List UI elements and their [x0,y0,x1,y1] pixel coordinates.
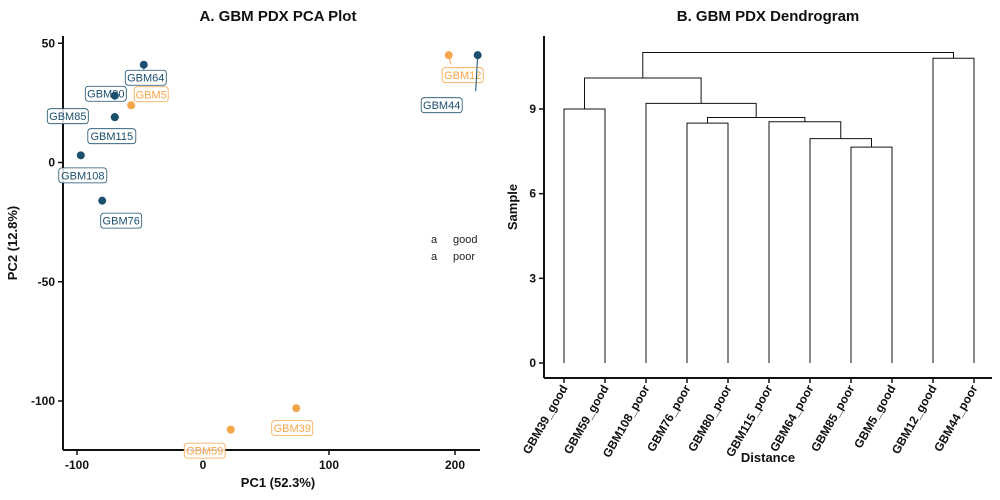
pca-y-tick-label: 50 [42,36,56,50]
dendrogram-link [645,102,757,363]
dendrogram-y-tick-label: 9 [529,102,536,116]
pca-point-label: GBM44 [423,100,460,112]
dendrogram-x-axis-title: Distance [741,450,795,465]
pca-legend-glyph: a [431,251,438,263]
pca-label-box [133,86,169,103]
dendrogram-link [584,77,702,109]
pca-point-label: GBM59 [186,446,223,458]
pca-point [127,101,136,110]
pca-x-ticks: -100 0 100 200 [65,450,465,472]
pca-y-tick-label: -100 [31,394,55,408]
dendrogram-leaf-label: GBM5_good [851,383,898,451]
pca-x-tick-label: 0 [200,458,207,472]
pca-point-label: GBM5 [136,89,167,101]
dendrogram-link [686,122,729,363]
pca-point-label: GBM108 [61,170,104,182]
pca-point-label: GBM39 [274,423,311,435]
pca-point [98,196,107,205]
pca-legend-glyph: a [431,234,438,246]
pca-label-box [420,97,463,114]
dendrogram-link [642,52,954,78]
pca-points [76,51,482,434]
pca-point-label: GBM80 [87,89,124,101]
dendrogram-y-ticks: 0 3 6 9 [529,102,544,370]
dendrogram-panel: B. GBM PDX Dendrogram 0 3 6 9 GBM39_goodGBM… [505,8,992,465]
dendrogram-link [809,138,872,363]
pca-x-tick-label: 200 [445,458,465,472]
pca-label-leader-line [475,55,479,92]
pca-y-tick-label: -50 [38,275,56,289]
pca-label-box [46,108,89,125]
pca-point [226,425,235,434]
dendrogram-link [707,116,806,124]
pca-x-tick-label: 100 [319,458,339,472]
pca-label-box [100,212,143,229]
pca-point [292,404,301,413]
pca-legend: a good a poor [431,234,478,263]
pca-point [110,113,119,122]
pca-x-axis-title: PC1 (52.3%) [241,475,315,490]
pca-label-box [271,420,314,437]
dendrogram-y-tick-label: 6 [529,187,536,201]
pca-point [473,51,482,60]
pca-point-label: GBM64 [127,73,164,85]
dendrogram-title: B. GBM PDX Dendrogram [677,8,860,25]
pca-y-axis-title: PC2 (12.8%) [5,206,20,280]
pca-label-box [87,128,137,145]
pca-y-tick-label: 0 [48,156,55,170]
pca-point [139,60,148,69]
pca-point [110,91,119,100]
dendrogram-link [768,121,842,363]
pca-point-label: GBM85 [49,111,86,123]
dendrogram-y-tick-label: 0 [529,356,536,370]
pca-y-ticks: 50 0 -50 -100 [31,36,63,408]
dendrogram-link [850,146,893,363]
pca-x-tick-label: -100 [65,458,89,472]
dendrogram-link [932,57,975,363]
pca-point [444,51,453,60]
pca-point-label: GBM115 [91,131,134,143]
dendrogram-leaf-label: GBM44_poor [931,382,981,454]
pca-title: A. GBM PDX PCA Plot [200,8,357,25]
pca-label-box [58,167,108,184]
dendrogram-leaf-labels: GBM39_goodGBM59_goodGBM108_poorGBM76_poo… [520,378,981,460]
dendrogram-y-axis-title: Sample [505,184,520,230]
dendrogram-link [563,108,606,363]
pca-label-box [441,67,484,84]
pca-legend-label: poor [453,251,475,263]
pca-label-box [183,442,226,459]
dendrogram-y-tick-label: 3 [529,271,536,285]
dendrogram-links [563,52,975,363]
pca-point-label: GBM76 [103,216,140,228]
pca-legend-label: good [453,234,477,246]
pca-label-box [124,69,167,86]
pca-point-label: GBM12 [444,70,481,82]
pca-panel: A. GBM PDX PCA Plot -100 0 100 200 50 0 -50 -1… [5,8,484,490]
pca-point [76,151,85,160]
